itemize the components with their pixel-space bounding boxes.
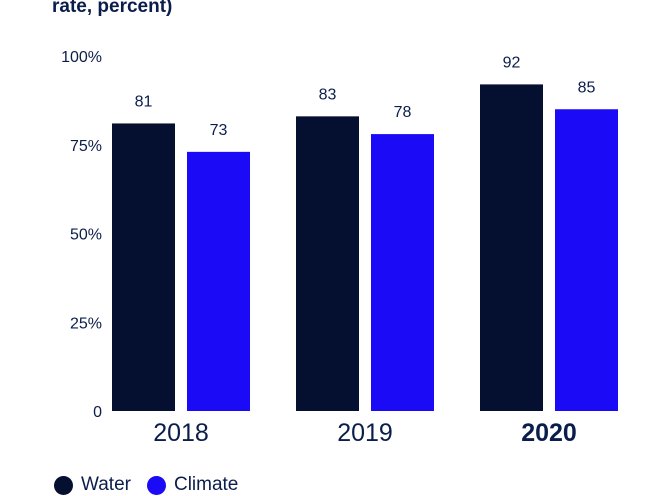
data-label-climate-2020: 85 (578, 79, 596, 96)
bar-water-2018 (112, 123, 175, 411)
bar-climate-2018 (187, 151, 250, 411)
x-tick-label-2020: 2020 (521, 419, 577, 447)
legend: Water Climate (54, 474, 254, 496)
legend-item-water: Water (54, 474, 131, 496)
data-label-climate-2018: 73 (210, 122, 228, 139)
x-tick-label-2018: 2018 (153, 419, 209, 447)
data-label-water-2020: 92 (503, 54, 521, 71)
legend-swatch-water (54, 475, 73, 495)
y-tick-label: 0 (93, 404, 102, 421)
bar-climate-2020 (555, 109, 618, 411)
y-tick-label: 25% (70, 315, 102, 332)
y-tick-label: 75% (70, 138, 102, 155)
data-label-water-2018: 81 (135, 93, 153, 110)
x-tick-label-2019: 2019 (337, 419, 393, 447)
y-tick-label: 100% (61, 49, 102, 66)
bar-water-2019 (296, 116, 359, 411)
legend-label-climate: Climate (173, 474, 239, 495)
bar-water-2020 (480, 84, 543, 412)
data-label-climate-2019: 78 (394, 104, 412, 121)
legend-item-climate: Climate (146, 474, 239, 496)
chart-title: rate, percent) (52, 0, 173, 17)
data-label-water-2019: 83 (319, 86, 337, 103)
legend-swatch-climate (146, 475, 166, 495)
bar-climate-2019 (371, 134, 434, 411)
y-tick-label: 50% (70, 227, 102, 244)
legend-label-water: Water (81, 474, 131, 495)
